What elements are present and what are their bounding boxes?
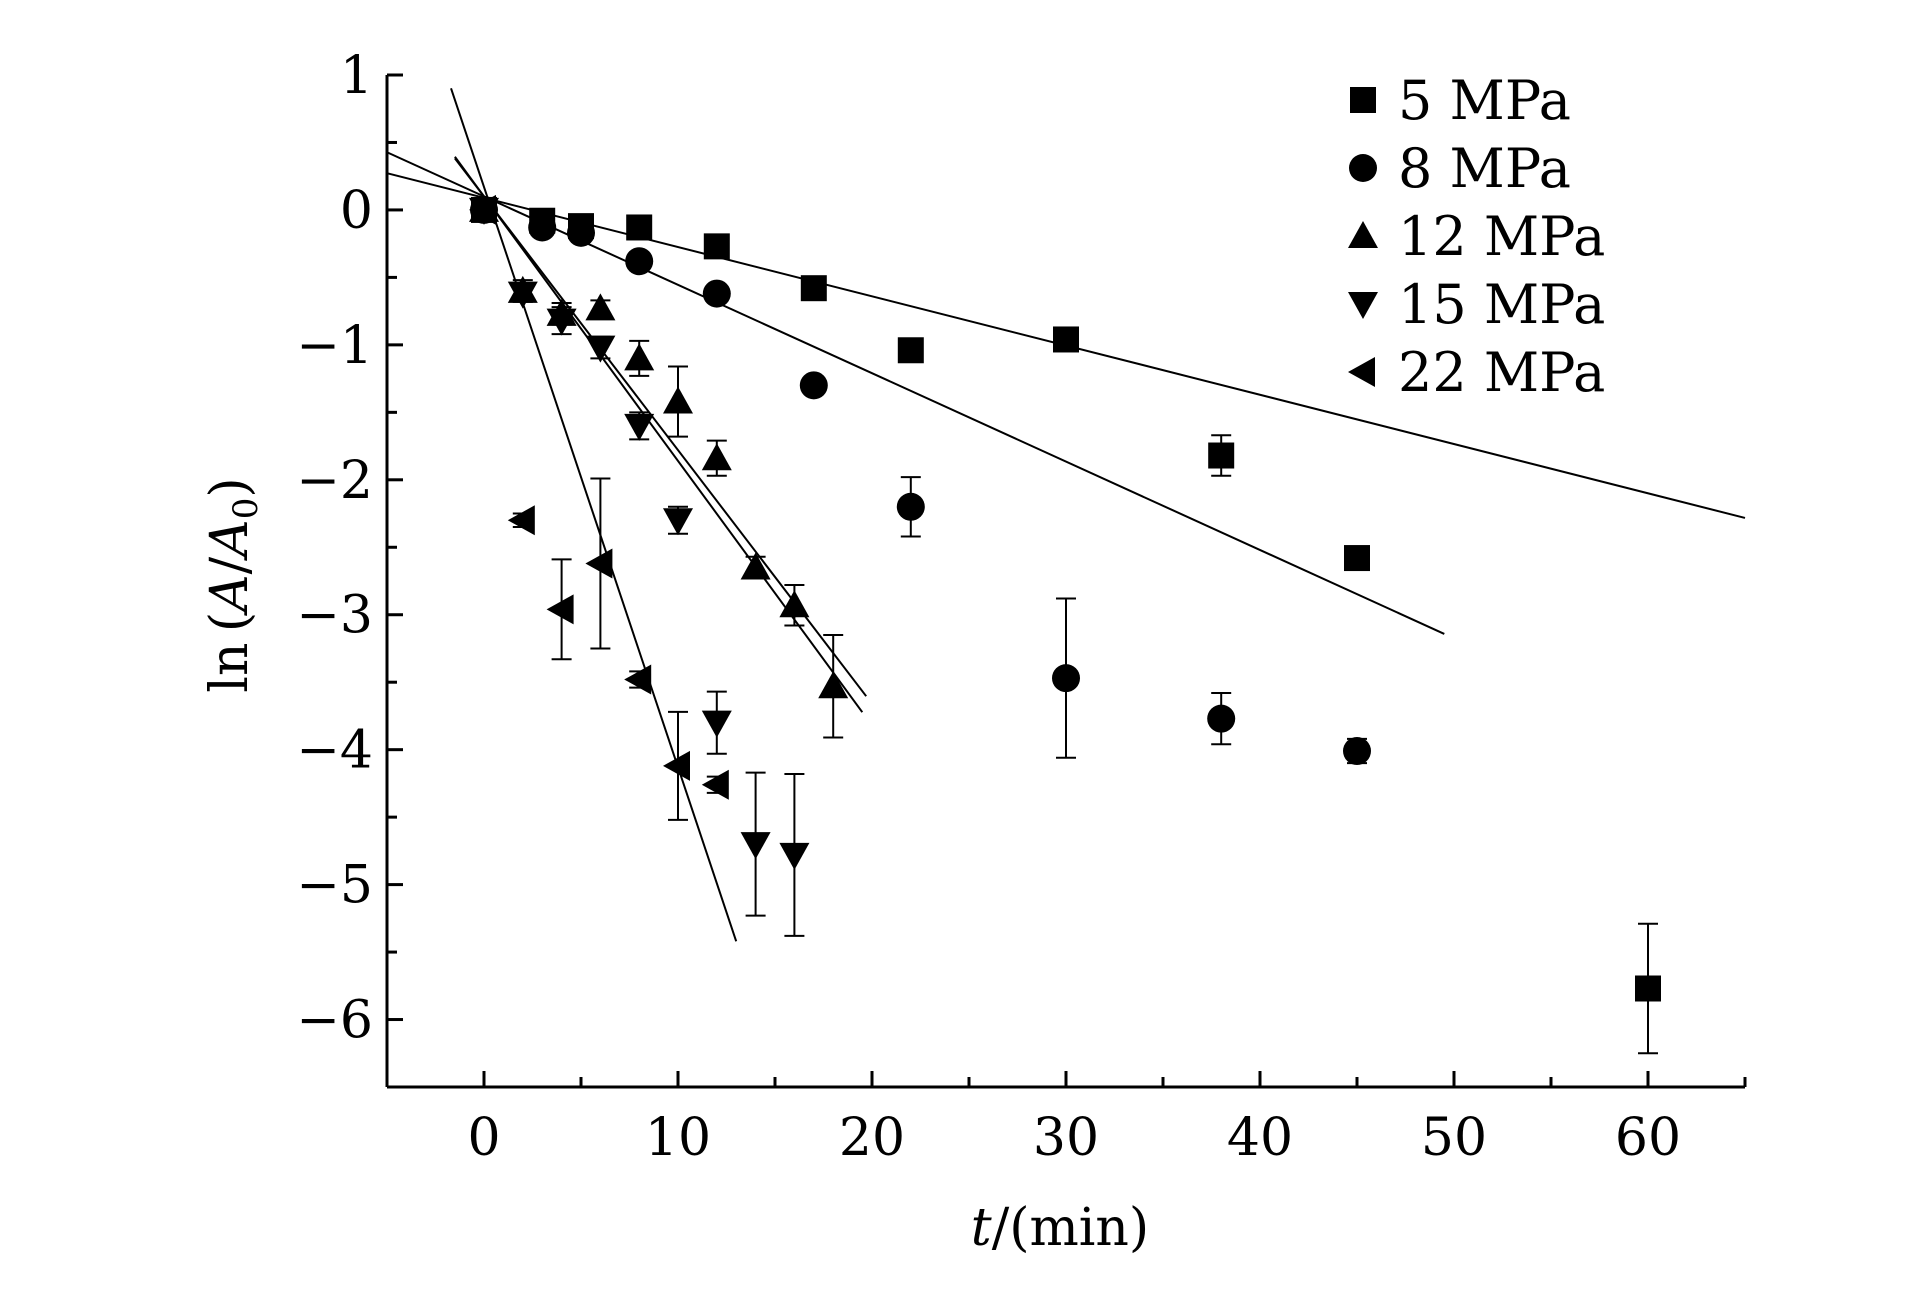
x-tick-label: 10 [645,1108,711,1168]
data-point-5-mpa [897,337,924,364]
data-point-22-mpa [585,548,613,579]
data-point-5-mpa [1344,545,1370,572]
data-point-22-mpa [469,194,496,225]
legend-label-22-mpa: 22 MPa [1398,341,1605,404]
data-point-12-mpa [624,343,655,371]
y-tick-label: −2 [296,451,373,511]
data-point-8-mpa [1343,737,1371,766]
data-point-5-mpa [703,233,730,260]
legend-marker-8-mpa [1349,154,1377,182]
legend-marker-22-mpa [1348,357,1375,387]
data-point-15-mpa [740,832,771,860]
data-point-12-mpa [740,552,771,580]
data-point-8-mpa [896,492,925,521]
legend-label-5-mpa: 5 MPa [1398,69,1571,132]
data-point-12-mpa [818,671,849,699]
data-point-15-mpa [779,842,810,870]
data-point-15-mpa [585,335,616,363]
y-axis-title: ln (A/A0) [200,477,266,692]
legend-marker-15-mpa [1348,292,1378,319]
data-point-22-mpa [507,505,535,536]
legend-marker-12-mpa [1348,221,1378,248]
data-point-8-mpa [702,279,731,308]
data-point-8-mpa [567,218,595,247]
fit-line-8-mpa [386,151,1445,635]
data-point-12-mpa [779,590,810,618]
x-tick-label: 0 [467,1108,500,1168]
data-point-15-mpa [663,508,693,536]
data-point-5-mpa [1053,326,1079,353]
data-points [469,194,1661,1002]
data-point-15-mpa [701,710,732,738]
data-point-22-mpa [546,594,574,625]
data-point-5-mpa [1208,442,1235,469]
data-point-8-mpa [625,247,654,276]
x-tick-label: 60 [1615,1108,1681,1168]
fit-line-22-mpa [450,88,738,942]
data-point-22-mpa [701,769,729,800]
data-point-22-mpa [663,750,690,781]
data-point-8-mpa [528,213,557,242]
data-point-8-mpa [799,371,828,400]
data-point-15-mpa [624,413,655,441]
x-tick-label: 40 [1227,1108,1293,1168]
data-point-8-mpa [1052,664,1080,693]
legend-label-15-mpa: 15 MPa [1398,273,1605,336]
data-point-5-mpa [800,275,827,302]
data-point-12-mpa [585,293,616,321]
y-tick-label: −6 [296,991,373,1051]
data-point-15-mpa [507,281,538,309]
x-tick-label: 20 [839,1108,905,1168]
data-point-22-mpa [624,664,652,695]
x-tick-label: 30 [1033,1108,1099,1168]
data-point-12-mpa [701,443,732,471]
fit-line-15-mpa [454,156,864,713]
y-tick-label: −5 [296,856,373,916]
data-point-15-mpa [546,308,577,336]
data-point-8-mpa [1207,704,1236,733]
legend-label-12-mpa: 12 MPa [1398,205,1605,268]
y-tick-label: −1 [296,316,373,376]
y-tick-label: 0 [340,181,373,241]
x-tick-label: 50 [1421,1108,1487,1168]
y-tick-label: −3 [296,586,373,646]
data-point-5-mpa [626,214,653,241]
legend-marker-5-mpa [1350,87,1376,113]
data-point-5-mpa [1635,975,1661,1002]
y-tick-label: 1 [340,46,373,106]
x-axis-title: t/(min) [971,1198,1149,1258]
data-point-12-mpa [663,386,693,414]
y-tick-label: −4 [296,721,373,781]
legend-label-8-mpa: 8 MPa [1398,137,1571,200]
